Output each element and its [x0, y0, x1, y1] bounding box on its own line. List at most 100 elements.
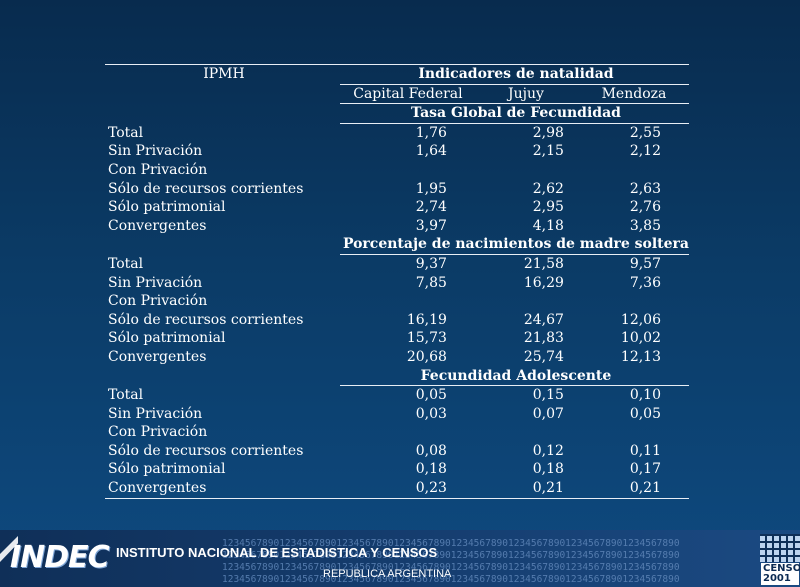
row-label: Total	[108, 386, 144, 403]
value-capital-federal: 15,73	[406, 330, 447, 347]
value-mendoza: 7,36	[629, 274, 661, 291]
value-jujuy: 2,95	[532, 199, 564, 216]
value-mendoza: 0,17	[629, 461, 661, 478]
institute-name: INSTITUTO NACIONAL DE ESTADISTICA Y CENS…	[116, 545, 438, 560]
censo-logo: CENSO 2001	[761, 563, 800, 585]
value-capital-federal	[340, 292, 473, 311]
section-title: Porcentaje de nacimientos de madre solte…	[339, 235, 689, 255]
column-header-jujuy: Jujuy	[507, 85, 544, 102]
row-label: Convergentes	[108, 348, 207, 365]
value-capital-federal: 0,03	[415, 405, 447, 422]
table-row: Total 1,76 2,98 2,55	[105, 123, 689, 142]
row-label: Sólo patrimonial	[108, 330, 226, 347]
censo-grid-icon	[760, 534, 800, 562]
column-header-mendoza: Mendoza	[601, 85, 667, 102]
value-jujuy	[473, 161, 576, 180]
table-row: Con Privación	[105, 161, 689, 180]
indicators-group-header: Indicadores de natalidad	[339, 64, 689, 85]
value-capital-federal: 2,74	[415, 199, 447, 216]
table-row: Convergentes 20,68 25,74 12,13	[105, 348, 689, 367]
value-capital-federal	[340, 161, 473, 180]
digit-line-1: 1234567890123456789012345678901234567890…	[222, 538, 680, 549]
value-capital-federal: 0,23	[339, 479, 473, 499]
value-mendoza: 2,55	[629, 124, 661, 141]
value-mendoza: 0,11	[629, 442, 661, 459]
footer-digit-pattern: 1234567890123456789012345678901234567890…	[222, 538, 742, 586]
value-jujuy: 2,98	[532, 124, 564, 141]
table-row: Sólo patrimonial 0,18 0,18 0,17	[105, 460, 689, 479]
row-label: Sólo patrimonial	[108, 461, 226, 478]
value-capital-federal	[340, 423, 473, 442]
row-label: Sin Privación	[108, 143, 203, 160]
ipmh-column-header: IPMH	[105, 64, 340, 85]
value-capital-federal: 16,19	[406, 311, 447, 328]
header-row-2: Capital Federal Jujuy Mendoza	[105, 84, 689, 104]
value-mendoza: 10,02	[620, 330, 661, 347]
value-jujuy: 0,15	[532, 387, 564, 404]
table-row: Sin Privación 7,85 16,29 7,36	[105, 274, 689, 293]
value-jujuy: 21,58	[523, 255, 564, 272]
table-row: Convergentes 3,97 4,18 3,85	[105, 217, 689, 236]
row-label: Convergentes	[105, 479, 340, 499]
value-capital-federal: 0,05	[415, 387, 447, 404]
censo-year: 2001	[763, 573, 791, 584]
value-jujuy: 24,67	[523, 311, 564, 328]
value-jujuy	[473, 423, 576, 442]
value-mendoza: 0,21	[575, 479, 689, 499]
header-row-1: IPMH Indicadores de natalidad	[105, 64, 689, 85]
section-title: Tasa Global de Fecundidad	[339, 103, 689, 124]
table-row: Sólo patrimonial 15,73 21,83 10,02	[105, 329, 689, 348]
section-header-spacer	[105, 104, 340, 124]
footer-banner: 1234567890123456789012345678901234567890…	[0, 530, 800, 587]
value-mendoza: 12,06	[620, 311, 661, 328]
table-row: Convergentes 0,23 0,21 0,21	[105, 479, 689, 499]
value-mendoza: 0,10	[629, 387, 661, 404]
table-row: Sólo de recursos corrientes 16,19 24,67 12,…	[105, 311, 689, 330]
section-title: Fecundidad Adolescente	[339, 366, 689, 387]
value-jujuy: 4,18	[532, 217, 564, 234]
value-jujuy: 0,21	[472, 479, 576, 499]
section-header-spacer	[105, 235, 340, 254]
table-row: Con Privación	[105, 423, 689, 442]
value-capital-federal: 1,95	[415, 180, 447, 197]
value-capital-federal: 1,64	[415, 143, 447, 160]
value-mendoza: 2,63	[629, 180, 661, 197]
table-row: Sin Privación 1,64 2,15 2,12	[105, 142, 689, 161]
section-header-spacer	[105, 367, 340, 386]
value-capital-federal: 9,37	[415, 255, 447, 272]
value-capital-federal: 7,85	[415, 274, 447, 291]
value-jujuy: 16,29	[523, 274, 564, 291]
row-label: Sólo de recursos corrientes	[108, 311, 304, 328]
value-capital-federal: 0,08	[415, 442, 447, 459]
row-label: Sólo de recursos corrientes	[108, 442, 304, 459]
digit-line-3: 1234567890123456789012345678901234567890…	[222, 562, 680, 573]
value-mendoza: 0,05	[629, 405, 661, 422]
value-mendoza: 9,57	[629, 255, 661, 272]
row-label: Sólo patrimonial	[108, 199, 226, 216]
value-mendoza: 2,76	[629, 199, 661, 216]
row-label: Sin Privación	[108, 405, 203, 422]
value-capital-federal: 20,68	[406, 348, 447, 365]
value-jujuy: 0,07	[532, 405, 564, 422]
row-label: Con Privación	[108, 424, 208, 441]
section-header-row: Tasa Global de Fecundidad	[105, 103, 689, 124]
row-label: Total	[108, 124, 144, 141]
indec-logo: INDEC	[10, 540, 110, 575]
table-row: Con Privación	[105, 292, 689, 311]
value-mendoza: 12,13	[620, 348, 661, 365]
table-body: IPMH Indicadores de natalidad Capital Fe…	[105, 64, 689, 499]
value-mendoza: 2,12	[629, 143, 661, 160]
table-row: Sólo de recursos corrientes 1,95 2,62 2,63	[105, 180, 689, 199]
value-jujuy	[473, 292, 576, 311]
value-jujuy: 0,18	[532, 461, 564, 478]
column-header-capital-federal: Capital Federal	[353, 85, 463, 102]
value-mendoza	[576, 161, 689, 180]
row-label: Sólo de recursos corrientes	[108, 180, 304, 197]
section-header-row: Porcentaje de nacimientos de madre solte…	[105, 235, 689, 255]
row-label: Convergentes	[108, 217, 207, 234]
digit-line-2: 1234567890123456789012345678901234567890…	[222, 550, 680, 561]
value-jujuy: 2,15	[532, 143, 564, 160]
section-header-row: Fecundidad Adolescente	[105, 366, 689, 387]
country-name: REPUBLICA ARGENTINA	[323, 568, 452, 580]
table-row: Sólo patrimonial 2,74 2,95 2,76	[105, 198, 689, 217]
